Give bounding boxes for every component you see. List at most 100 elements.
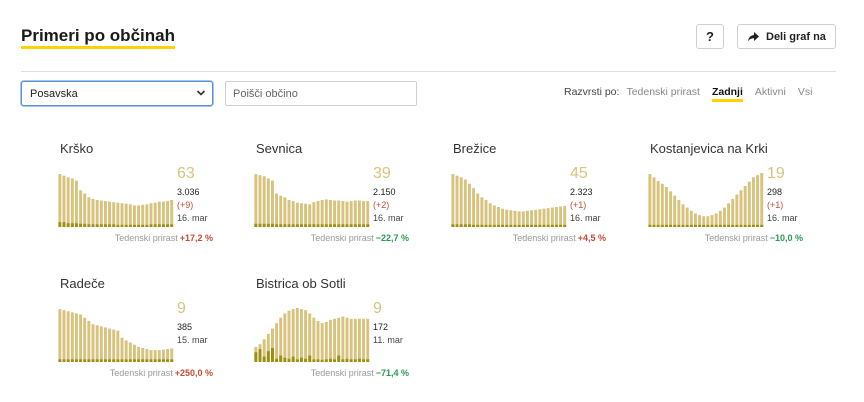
sparkline-bar <box>727 203 731 227</box>
last-date: 15. mar <box>177 335 208 345</box>
sparkline-bar <box>366 318 370 362</box>
sparkline-bar-new <box>62 222 66 227</box>
sort-option-latest[interactable]: Zadnji <box>711 86 743 102</box>
sparkline-bar <box>550 207 554 227</box>
sparkline-bar <box>99 326 103 362</box>
weekly-growth-label: Tedenski prirast <box>114 233 178 243</box>
sparkline-bar <box>714 213 718 227</box>
sparkline-bar <box>120 337 124 362</box>
sparkline-bar <box>320 323 324 362</box>
municipality-card-krsko[interactable]: Krško 63 3.036 (+9) 16. mar Tedenski prirast +… <box>58 141 250 261</box>
sparkline-bar <box>530 210 534 227</box>
help-button[interactable]: ? <box>696 24 724 49</box>
sparkline-bar-new <box>476 224 480 227</box>
municipality-card-sevnica[interactable]: Sevnica 39 2.150 (+2) 16. mar Tedenski priras… <box>254 141 446 261</box>
municipality-card-brezice[interactable]: Brežice 45 2.323 (+1) 16. mar Tedenski priras… <box>451 141 643 261</box>
sparkline-bar <box>103 201 107 227</box>
sparkline-bar <box>722 207 726 227</box>
sparkline-bar <box>689 210 693 227</box>
sparkline-bar-new <box>648 224 652 227</box>
sparkline-bar-new <box>706 224 710 227</box>
sparkline-bar-new <box>124 224 128 227</box>
municipality-card-kostanjevica-na-krki[interactable]: Kostanjevica na Krki 19 298 (+1) 16. mar Tede… <box>648 141 840 261</box>
sparkline-bar <box>341 316 345 362</box>
sparkline-bar <box>324 322 328 362</box>
sparkline-bar <box>559 206 563 227</box>
sparkline-bar <box>66 311 70 362</box>
region-select[interactable]: Posavska <box>21 81 213 106</box>
sparkline-bar-new <box>112 224 116 227</box>
total-cases: 2.150 <box>373 187 396 197</box>
sparkline-bar-new <box>467 224 471 227</box>
sparkline-bar-new <box>366 224 370 227</box>
sparkline-bar <box>170 348 174 362</box>
sparkline-bar-new <box>91 359 95 362</box>
sparkline-chart <box>648 173 764 227</box>
sparkline-bar-new <box>74 223 78 227</box>
page-title: Primeri po občinah <box>21 27 175 49</box>
chevron-down-icon <box>196 90 206 96</box>
sparkline-bar <box>91 324 95 362</box>
sparkline-bar <box>677 200 681 227</box>
sparkline-bar <box>74 313 78 362</box>
last-date: 11. mar <box>373 335 403 345</box>
sparkline-bar <box>270 328 274 362</box>
weekly-growth-value: +17,2 % <box>179 233 213 243</box>
sort-option-weekly[interactable]: Tedenski prirast <box>626 86 700 98</box>
weekly-growth-value: −10,0 % <box>769 233 803 243</box>
sparkline-bar <box>648 174 652 227</box>
sparkline-bar <box>538 209 542 227</box>
sparkline-chart <box>58 174 174 227</box>
sparkline-bar-new <box>517 224 521 227</box>
sparkline-bar-new <box>161 359 165 362</box>
sparkline-bar <box>480 197 484 227</box>
sparkline-bar <box>83 317 87 362</box>
sparkline-bar-new <box>145 224 149 227</box>
sparkline-bar <box>324 199 328 227</box>
sparkline-bar-new <box>287 358 291 362</box>
sparkline-bar-new <box>283 224 287 227</box>
sort-option-active[interactable]: Aktivni <box>754 86 786 98</box>
sparkline-bar <box>501 208 505 227</box>
sparkline-bar <box>116 202 120 227</box>
sparkline-bar-new <box>283 357 287 362</box>
sparkline-bar-new <box>79 359 83 362</box>
sparkline-bar-new <box>95 359 99 362</box>
sparkline-bar <box>145 204 149 227</box>
municipality-card-bistrica-ob-sotli[interactable]: Bistrica ob Sotli 9 172 11. mar Tedenski pri… <box>254 276 446 396</box>
search-input[interactable] <box>225 81 417 106</box>
sparkline-bar <box>455 175 459 227</box>
municipality-card-radece[interactable]: Radeče 9 385 15. mar Tedenski prirast +250,0 … <box>58 276 250 396</box>
sparkline-bar <box>718 210 722 227</box>
sparkline-bar <box>472 188 476 227</box>
sparkline-bar-new <box>295 359 299 362</box>
sparkline-bar <box>58 174 62 227</box>
sparkline-bar <box>525 210 529 227</box>
sort-option-all[interactable]: Vsi <box>797 86 813 98</box>
weekly-growth: Tedenski prirast +250,0 % <box>60 368 213 378</box>
sparkline-bar <box>116 330 120 362</box>
sparkline-bar <box>333 200 337 227</box>
sparkline-bar <box>476 193 480 227</box>
sparkline-bar-new <box>324 224 328 227</box>
share-button[interactable]: Deli graf na <box>737 24 836 49</box>
sparkline-bar-new <box>488 224 492 227</box>
total-cases: 298 <box>767 187 783 197</box>
sparkline-bar <box>128 342 132 362</box>
sparkline-bar-new <box>501 224 505 227</box>
sparkline-bar <box>287 310 291 362</box>
sparkline-bar <box>554 207 558 227</box>
last-date: 16. mar <box>570 213 601 223</box>
sparkline-bar <box>739 190 743 227</box>
sparkline-bar <box>87 320 91 362</box>
sparkline-bar <box>149 203 153 227</box>
sparkline-bar-new <box>739 224 743 227</box>
sparkline-bar-new <box>270 347 274 362</box>
sparkline-bar-new <box>275 358 279 362</box>
sparkline-bar <box>79 190 83 227</box>
sparkline-bar-new <box>87 359 91 362</box>
sparkline-bar <box>62 310 66 362</box>
sparkline-bar <box>756 175 760 227</box>
municipality-name: Kostanjevica na Krki <box>650 141 768 156</box>
weekly-growth-label: Tedenski prirast <box>310 368 374 378</box>
